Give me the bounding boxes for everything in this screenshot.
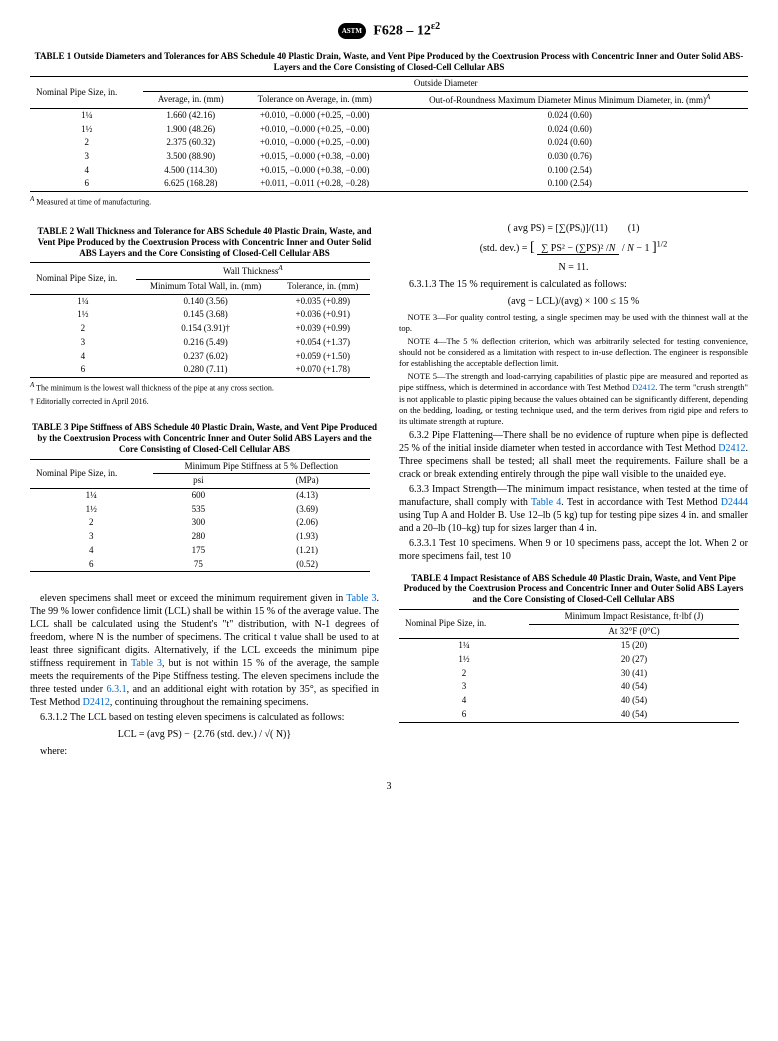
body-left-para2: 6.3.1.2 The LCL based on testing eleven … xyxy=(30,711,379,724)
table1-footnote: A Measured at time of manufacturing. xyxy=(30,195,748,208)
fifteen-pct-equation: (avg − LCL)/(avg) × 100 ≤ 15 % xyxy=(399,295,748,308)
n-equation: N = 11. xyxy=(399,261,748,274)
note5: NOTE 5—The strength and load-carrying ca… xyxy=(399,371,748,426)
where-label: where: xyxy=(30,745,379,758)
table4-title: TABLE 4 Impact Resistance of ABS Schedul… xyxy=(399,573,748,605)
table2: Nominal Pipe Size, in.Wall ThicknessA Mi… xyxy=(30,262,370,378)
section-632: 6.3.2 Pipe Flattening—There shall be no … xyxy=(399,429,748,481)
section-633: 6.3.3 Impact Strength—The minimum impact… xyxy=(399,483,748,535)
lcl-equation: LCL = (avg PS) − {2.76 (std. dev.) / √( … xyxy=(30,728,379,741)
section-6331: 6.3.3.1 Test 10 specimens. When 9 or 10 … xyxy=(399,537,748,563)
d2412-link-2[interactable]: D2412 xyxy=(632,382,655,392)
note4: NOTE 4—The 5 % deflection criterion, whi… xyxy=(399,336,748,369)
table3: Nominal Pipe Size, in.Minimum Pipe Stiff… xyxy=(30,459,370,573)
standard-number: F628 – 12 xyxy=(373,24,431,39)
table4-link[interactable]: Table 4 xyxy=(531,497,561,508)
table1-title: TABLE 1 Outside Diameters and Tolerances… xyxy=(30,51,748,73)
body-left-para1: eleven specimens shall meet or exceed th… xyxy=(30,592,379,709)
table4: Nominal Pipe Size, in.Minimum Impact Res… xyxy=(399,609,739,723)
avg-ps-equation: ( avg PS) = [∑(PSᵢ)]/(11) (1) xyxy=(399,222,748,235)
std-dev-equation: (std. dev.) = [ ∑ PS² − (∑PS)² /N / N − … xyxy=(399,239,748,257)
d2412-link-3[interactable]: D2412 xyxy=(718,443,745,454)
note3: NOTE 3—For quality control testing, a si… xyxy=(399,312,748,334)
table2-footnote2: † Editorially corrected in April 2016. xyxy=(30,397,379,407)
astm-logo: ASTM xyxy=(338,23,366,39)
table2-title: TABLE 2 Wall Thickness and Tolerance for… xyxy=(30,226,379,258)
body-right-para1: 6.3.1.3 The 15 % requirement is calculat… xyxy=(399,278,748,291)
table3-link[interactable]: Table 3 xyxy=(346,593,376,604)
table2-footnote1: A The minimum is the lowest wall thickne… xyxy=(30,381,379,394)
standard-superscript: ε2 xyxy=(431,21,440,32)
table3-title: TABLE 3 Pipe Stiffness of ABS Schedule 4… xyxy=(30,422,379,454)
table3-link-2[interactable]: Table 3 xyxy=(131,658,162,669)
section-link[interactable]: 6.3.1 xyxy=(107,684,127,695)
d2412-link[interactable]: D2412 xyxy=(83,697,110,708)
d2444-link[interactable]: D2444 xyxy=(721,497,748,508)
page-header: ASTM F628 – 12ε2 xyxy=(30,20,748,41)
page-number: 3 xyxy=(30,780,748,793)
table1: Nominal Pipe Size, in.Outside Diameter A… xyxy=(30,76,748,192)
